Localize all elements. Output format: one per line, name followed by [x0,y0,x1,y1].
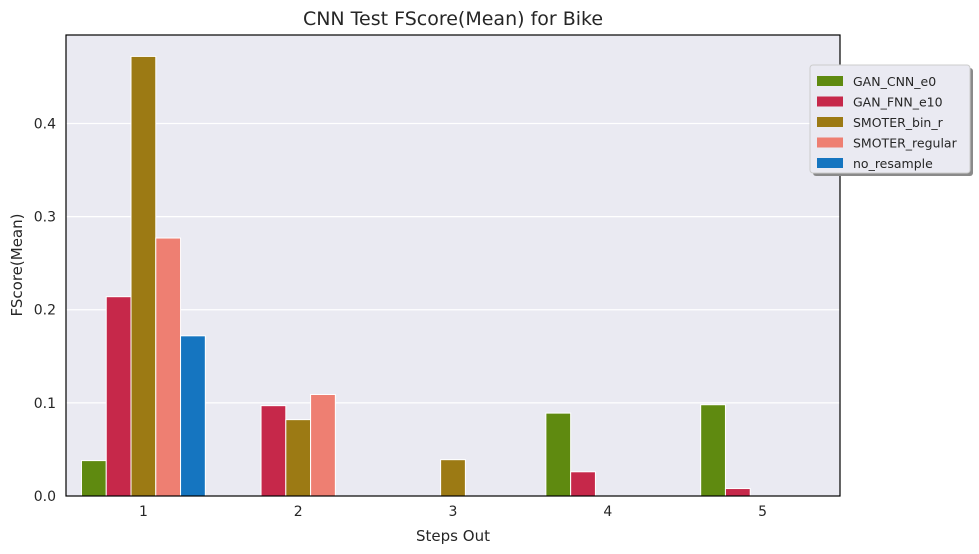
legend-label: SMOTER_bin_r [853,115,944,130]
bar [260,405,287,497]
x-tick-label: 2 [294,504,303,520]
x-axis-label: Steps Out [416,527,490,545]
x-tick-label: 1 [139,504,148,520]
legend-label: no_resample [853,156,933,171]
legend-label: GAN_FNN_e10 [853,95,943,110]
y-tick-label: 0.0 [34,489,56,505]
legend-swatch [817,76,843,86]
plot-frame [65,34,841,497]
legend-swatch [817,117,843,127]
bar [310,393,336,497]
bar [440,459,466,497]
legend-items: GAN_CNN_e0 GAN_FNN_e10 SMOTER_bin_r SMOTER_… [817,74,958,171]
y-tick-label: 0.4 [34,116,56,132]
bar [80,460,107,497]
legend-swatch [817,137,843,148]
y-tick-label: 0.1 [34,396,56,412]
y-tick-label: 0.2 [34,303,56,319]
bar [724,488,751,497]
bar [700,404,726,497]
bar [155,237,182,497]
legend-box [809,64,971,174]
y-axis-label: FScore(Mean) [8,214,26,317]
bar [130,55,157,497]
x-tick-label: 5 [758,504,767,520]
legend-swatch [817,158,843,168]
chart-title: CNN Test FScore(Mean) for Bike [303,8,603,30]
x-tick-labels: 1 2 3 4 5 [139,504,767,520]
bar [570,471,596,497]
legend-label: GAN_CNN_e0 [853,74,936,89]
y-tick-label: 0.3 [34,210,56,226]
bar [545,412,572,497]
bars [80,55,751,497]
bar [105,296,132,497]
bar [180,335,206,497]
bar [285,419,312,497]
x-tick-label: 4 [603,504,612,520]
x-tick-label: 3 [449,504,458,520]
legend: GAN_CNN_e0 GAN_FNN_e10 SMOTER_bin_r SMOTER_… [809,64,973,176]
legend-swatch [817,96,843,107]
y-tick-labels: 0.0 0.1 0.2 0.3 0.4 [34,116,56,505]
legend-label: SMOTER_regular [853,136,958,151]
